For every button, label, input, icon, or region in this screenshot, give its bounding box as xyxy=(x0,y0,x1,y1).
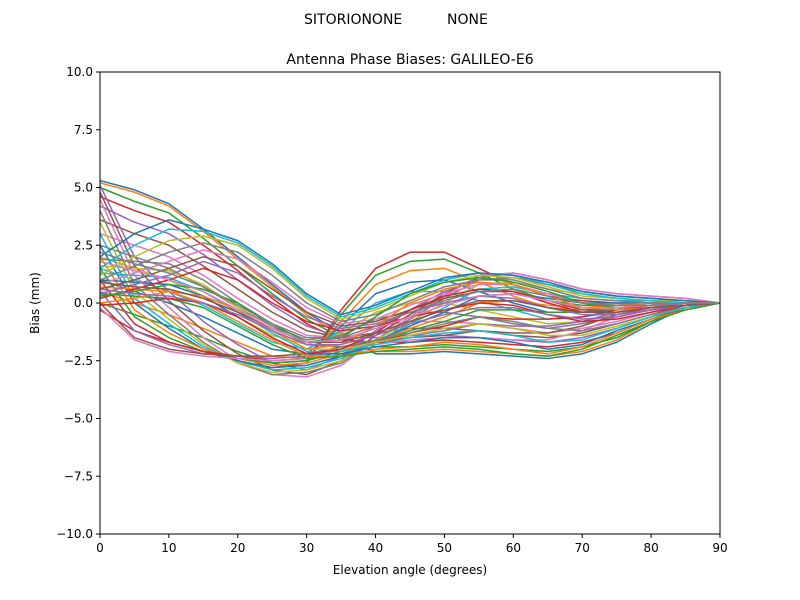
x-tick-label: 60 xyxy=(506,541,521,555)
series-line-29 xyxy=(99,265,721,350)
y-tick-label: −10.0 xyxy=(56,527,93,541)
y-tick-label: −2.5 xyxy=(64,354,93,368)
y-tick-label: −7.5 xyxy=(64,469,93,483)
x-axis-label: Elevation angle (degrees) xyxy=(333,563,487,577)
series-line-42 xyxy=(99,281,721,350)
series-line-48 xyxy=(99,251,720,339)
x-tick-label: 10 xyxy=(161,541,176,555)
series-line-45 xyxy=(99,288,721,346)
x-tick-label: 90 xyxy=(712,541,727,555)
figure-suptitle-right: NONE xyxy=(447,12,488,28)
x-tick-label: 80 xyxy=(643,541,658,555)
y-tick-label: 5.0 xyxy=(74,181,93,195)
plot-frame xyxy=(99,71,721,535)
x-tick-label: 20 xyxy=(230,541,245,555)
series-line-38 xyxy=(99,242,720,323)
x-tick-label: 50 xyxy=(437,541,452,555)
chart-title: Antenna Phase Biases: GALILEO-E6 xyxy=(286,52,533,68)
x-tick-label: 70 xyxy=(575,541,590,555)
y-tick-label: −5.0 xyxy=(64,412,93,426)
y-tick-label: 10.0 xyxy=(66,65,93,79)
x-axis: 0 10 20 30 40 50 60 70 80 90 xyxy=(96,534,728,555)
figure-suptitle-left: SITORIONONE xyxy=(304,12,402,28)
series-line-41 xyxy=(99,219,721,316)
series-line-47 xyxy=(99,260,720,344)
y-tick-label: 2.5 xyxy=(74,238,93,252)
series-line-46 xyxy=(99,281,721,344)
x-tick-label: 40 xyxy=(368,541,383,555)
x-tick-label: 30 xyxy=(299,541,314,555)
y-tick-label: 7.5 xyxy=(74,123,93,137)
y-tick-label: 0.0 xyxy=(74,296,93,310)
series-line-28 xyxy=(99,258,721,348)
plot-area xyxy=(99,179,721,378)
y-axis: −10.0 −7.5 −5.0 −2.5 0.0 2.5 5.0 7.5 10.0 xyxy=(56,65,100,541)
series-line-33 xyxy=(99,293,721,360)
y-axis-label: Bias (mm) xyxy=(28,272,42,334)
x-tick-label: 0 xyxy=(96,541,104,555)
